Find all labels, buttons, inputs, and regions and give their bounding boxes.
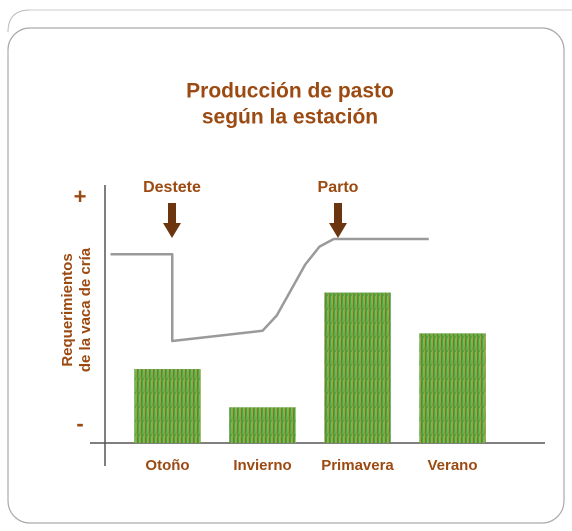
x-tick-label: Primavera [321, 457, 394, 474]
x-tick-label: Verano [427, 457, 477, 474]
x-tick-label: Invierno [233, 457, 291, 474]
y-axis-label: Requerimientos [59, 253, 76, 366]
arrow [163, 203, 181, 238]
annotation: Destete [143, 179, 201, 196]
annotation: Parto [318, 179, 359, 196]
bar [419, 333, 486, 443]
chart-title: Producción de pasto [186, 80, 394, 103]
y-tick-label: + [74, 184, 87, 209]
chart-title: según la estación [202, 106, 378, 129]
arrow [329, 203, 347, 238]
frame-corner [7, 9, 31, 33]
requirement-line [110, 237, 429, 343]
frame [7, 27, 565, 524]
bar [229, 407, 296, 443]
y-axis-label: de la vaca de cría [77, 247, 94, 372]
bar [134, 369, 201, 443]
x-tick-label: Otoño [145, 457, 189, 474]
y-tick-label: - [76, 411, 83, 436]
bar [324, 292, 391, 443]
